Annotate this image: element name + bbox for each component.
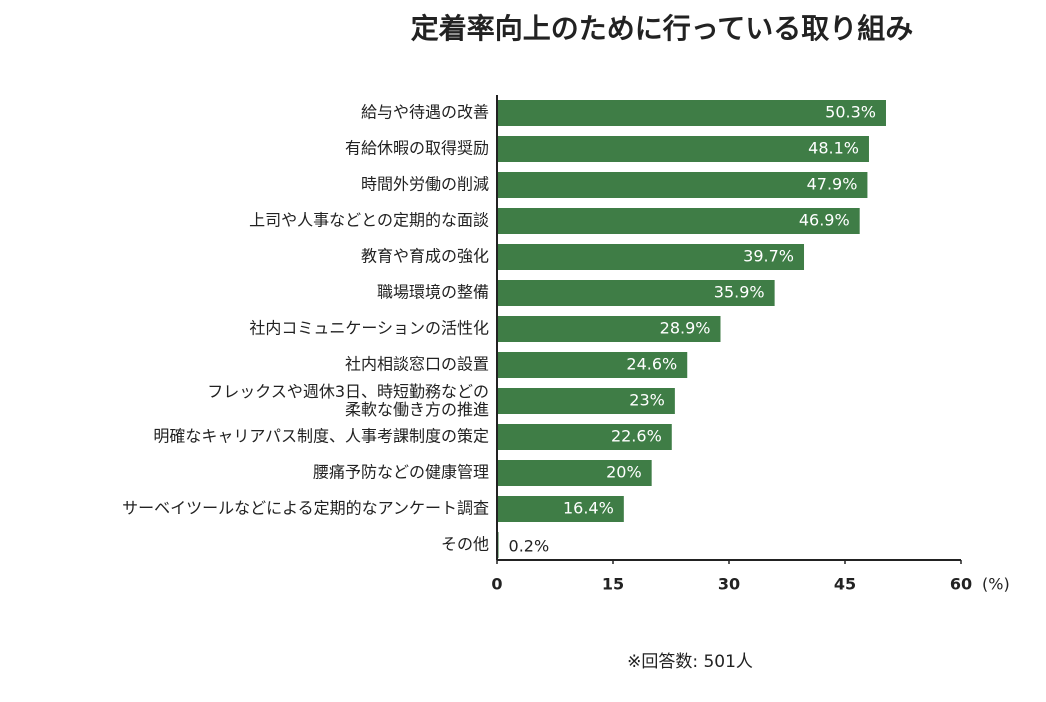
value-label: 24.6% bbox=[626, 355, 677, 374]
bar bbox=[497, 280, 775, 306]
y-tick-label: 職場環境の整備 bbox=[377, 283, 489, 302]
bar bbox=[497, 208, 860, 234]
y-tick-label: 有給休暇の取得奨励 bbox=[345, 139, 489, 158]
y-tick-label: フレックスや週休3日、時短勤務などの柔軟な働き方の推進 bbox=[207, 382, 489, 419]
bar bbox=[497, 100, 886, 126]
chart-title: 定着率向上のために行っている取り組み bbox=[411, 12, 914, 45]
value-label: 28.9% bbox=[660, 319, 711, 338]
y-tick-label: 明確なキャリアパス制度、人事考課制度の策定 bbox=[153, 427, 489, 446]
x-tick-label: 0 bbox=[491, 575, 502, 594]
value-label: 22.6% bbox=[611, 427, 662, 446]
y-tick-label: 上司や人事などとの定期的な面談 bbox=[249, 211, 489, 230]
value-label: 16.4% bbox=[563, 499, 614, 518]
bar bbox=[497, 172, 868, 198]
bar bbox=[497, 136, 869, 162]
y-tick-label: 腰痛予防などの健康管理 bbox=[313, 463, 489, 482]
note: ※回答数: 501人 bbox=[627, 652, 753, 672]
value-label: 48.1% bbox=[808, 139, 859, 158]
bar bbox=[497, 424, 672, 450]
value-label: 23% bbox=[629, 391, 665, 410]
x-unit: (%) bbox=[982, 575, 1010, 594]
x-tick-label: 60 bbox=[950, 575, 972, 594]
value-label: 35.9% bbox=[714, 283, 765, 302]
bar bbox=[497, 244, 805, 270]
bar bbox=[497, 460, 652, 486]
value-label: 46.9% bbox=[799, 211, 850, 230]
y-tick-label: サーベイツールなどによる定期的なアンケート調査 bbox=[122, 499, 489, 518]
x-tick-label: 45 bbox=[834, 575, 856, 594]
y-tick-label: 給与や待遇の改善 bbox=[361, 103, 489, 122]
y-tick-label: 社内相談窓口の設置 bbox=[345, 355, 489, 374]
y-tick-label: 社内コミュニケーションの活性化 bbox=[249, 319, 489, 338]
bar bbox=[497, 388, 675, 414]
x-tick-label: 30 bbox=[718, 575, 740, 594]
bar bbox=[497, 316, 721, 342]
y-tick-label: その他 bbox=[441, 535, 489, 554]
bar bbox=[497, 496, 624, 522]
y-tick-label: 教育や育成の強化 bbox=[361, 247, 489, 266]
value-label: 20% bbox=[606, 463, 642, 482]
value-label: 0.2% bbox=[509, 537, 550, 556]
bar bbox=[497, 352, 688, 378]
x-tick-label: 15 bbox=[602, 575, 624, 594]
y-tick-label: 時間外労働の削減 bbox=[361, 175, 489, 194]
value-label: 47.9% bbox=[807, 175, 858, 194]
value-label: 50.3% bbox=[825, 103, 876, 122]
value-label: 39.7% bbox=[743, 247, 794, 266]
